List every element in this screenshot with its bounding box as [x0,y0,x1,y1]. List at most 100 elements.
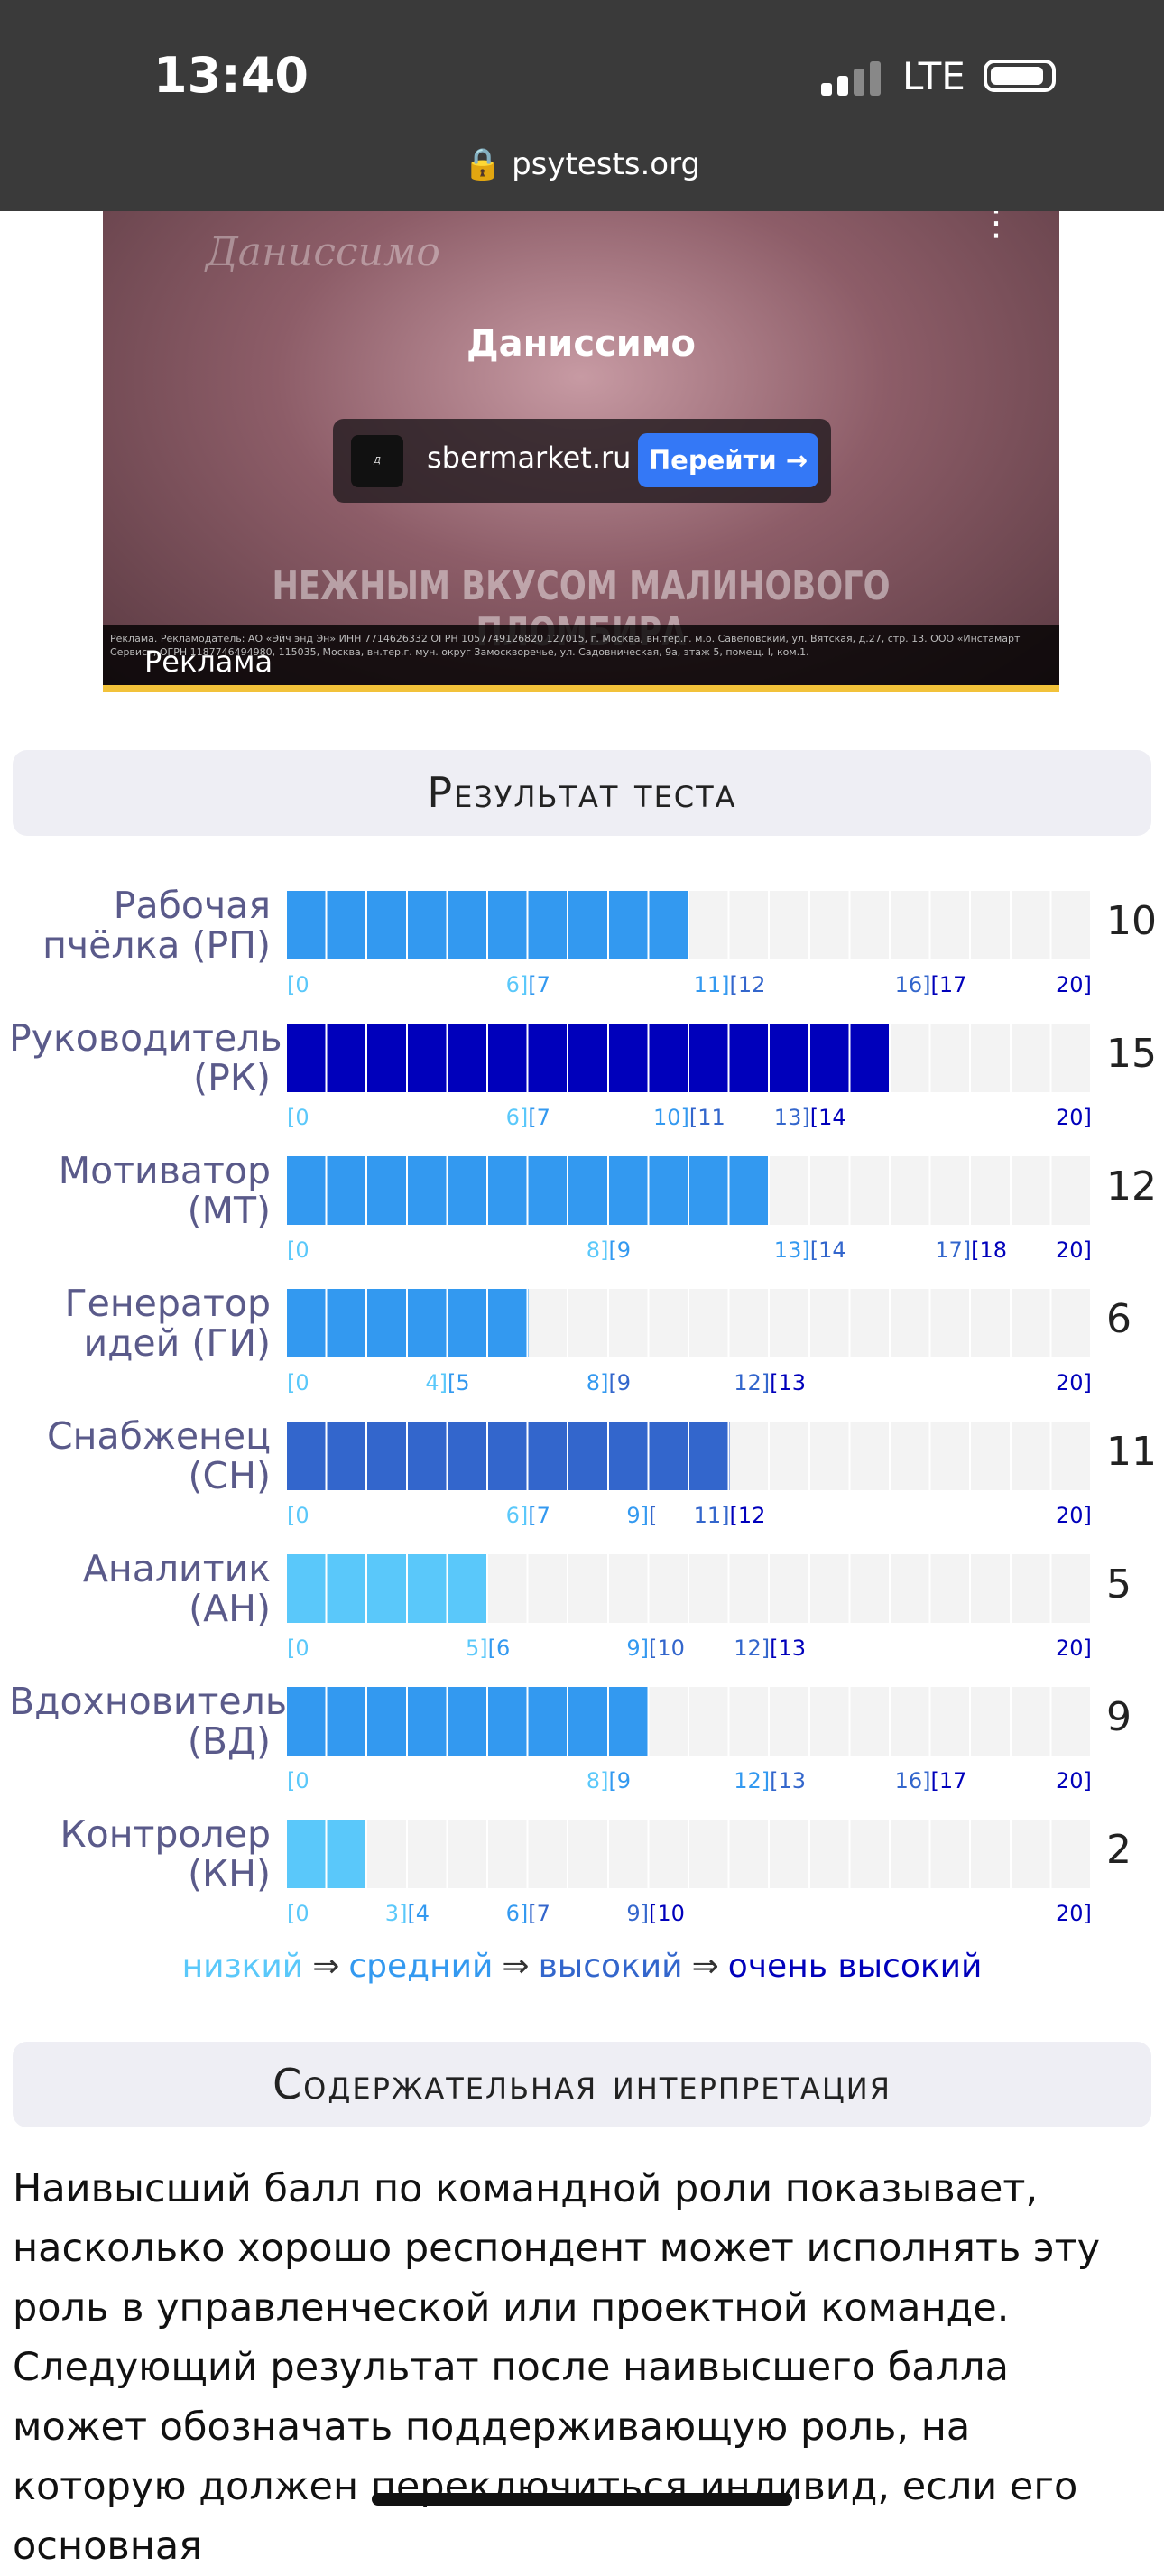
scale-tick: 16][17 [895,972,967,997]
row-label-line: идей (ГИ) [83,1321,271,1365]
scale-tick: 6][7 [506,972,550,997]
scale-tick-label: 20] [1056,1503,1092,1528]
row-label-line: Мотиватор [58,1149,271,1192]
ad-button[interactable]: Перейти → [638,433,818,487]
bar [287,1554,488,1623]
score: 9 [1106,1694,1132,1740]
scale-tick-label: 12] [734,1635,771,1661]
scale-tick: 12][13 [734,1768,806,1793]
scale-tick-label: 20] [1056,1237,1092,1263]
bar-track [287,891,1092,959]
score: 10 [1106,898,1157,944]
scale-tick: 8][9 [587,1237,631,1263]
scale-tick-label: 4] [425,1370,448,1395]
scale-tick-label: [0 [287,1237,309,1263]
scale-tick: 12][13 [734,1370,806,1395]
score: 15 [1106,1031,1157,1077]
scale-tick-label: [7 [528,972,550,997]
scale-tick: 17][18 [935,1237,1007,1263]
ad-banner[interactable]: Даниссимо ⋮ Даниссимо Д sbermarket.ru Пе… [103,211,1059,692]
scale-tick: 11][12 [694,1503,766,1528]
scale-tick-label: [14 [809,1105,846,1130]
row-label: Генератор идей (ГИ) [9,1283,271,1363]
legend-separator: ⇒ [502,1948,530,1985]
scale-tick-label: [6 [487,1635,511,1661]
scale-tick-label: [12 [729,972,766,997]
row-label: Рабочая пчёлка (РП) [9,885,271,965]
scale-tick-label: 12] [734,1370,771,1395]
scale-tick: 8][9 [587,1370,631,1395]
row-label-line: (СН) [188,1454,271,1497]
row-label-line: (КН) [188,1852,271,1895]
bar [287,1687,650,1756]
home-indicator [372,2493,792,2506]
scale-tick: 3][4 [385,1901,430,1926]
paragraph: Наивысший балл по командной роли показыв… [13,2166,1101,2569]
row-label-line: Снабженец [47,1414,271,1458]
scale-tick-label: [9 [608,1237,632,1263]
scale-tick-label: [4 [407,1901,430,1926]
row-label-line: (МТ) [187,1189,271,1232]
scale-tick: 9][10 [626,1901,685,1926]
scale-tick-label: 10] [653,1105,689,1130]
scale-tick-label: 3] [384,1901,408,1926]
scale-tick-label: [0 [287,1635,309,1661]
scale-tick: [0 [287,1503,309,1528]
scale-tick-label: [0 [287,1503,309,1528]
scale-tick-label: 5] [466,1635,488,1661]
url[interactable]: 🔒 psytests.org [463,146,701,182]
row-label-line: Рабочая [113,884,271,927]
scale-tick-label: 9] [626,1901,650,1926]
url-text[interactable]: psytests.org [512,146,701,182]
scale-tick-label: 20] [1056,1768,1092,1793]
score: 2 [1106,1827,1132,1873]
bar [287,891,689,959]
row-label: Руководитель (РК) [9,1018,282,1098]
scale-tick: 13][14 [774,1105,846,1130]
scale-tick: 20] [1056,1105,1092,1130]
scale-tick-label: [0 [287,1105,309,1130]
scale-tick-label: [0 [287,1901,309,1926]
scale-tick-label: [13 [770,1370,806,1395]
bar [287,1156,771,1225]
scale-tick: 13][14 [774,1237,846,1263]
row-label-line: Аналитик [82,1547,271,1590]
score: 11 [1106,1429,1157,1475]
scale-tick: [0 [287,1237,309,1263]
scale-tick-label: [12 [729,1503,766,1528]
scale-tick: [0 [287,1635,309,1661]
scale-tick-label: 16] [894,1768,931,1793]
scale-tick-label: [5 [448,1370,470,1395]
bar-track [287,1289,1092,1357]
legend-separator: ⇒ [312,1948,340,1985]
scale-tick: 4][5 [425,1370,469,1395]
scale-tick-label: [9 [608,1370,632,1395]
ad-site: sbermarket.ru [427,440,632,475]
ad-pill[interactable]: Д sbermarket.ru Перейти → [333,419,831,503]
row-label-line: Контролер [60,1812,271,1856]
scale-tick-label: 20] [1056,1901,1092,1926]
scale-tick-label: [17 [930,1768,967,1793]
scale-tick-label: 20] [1056,1105,1092,1130]
bar-track [287,1687,1092,1756]
battery [984,60,1056,92]
row-label: Снабженец (СН) [9,1416,271,1496]
scale-tick-label: 6] [505,1901,529,1926]
scale-tick-label: [7 [528,1503,550,1528]
scale-tick-label: [0 [287,1768,309,1793]
scale-tick-label: [13 [770,1768,806,1793]
scale-tick: [0 [287,1105,309,1130]
scale-tick: 8][9 [587,1768,631,1793]
scale-tick: 6][7 [506,1503,550,1528]
legend-item: низкий [181,1948,304,1985]
scale-tick-label: [10 [649,1635,685,1661]
menu-dots[interactable]: ⋮ [978,211,1014,244]
scale-tick-label: 13] [773,1105,810,1130]
network: LTE [902,54,965,98]
scale-tick-label: [7 [528,1105,550,1130]
row-label-line: пчёлка (РП) [42,923,271,967]
bar [287,1289,529,1357]
row-label: Контролер (КН) [9,1814,271,1894]
scale-tick-label: 12] [734,1768,771,1793]
